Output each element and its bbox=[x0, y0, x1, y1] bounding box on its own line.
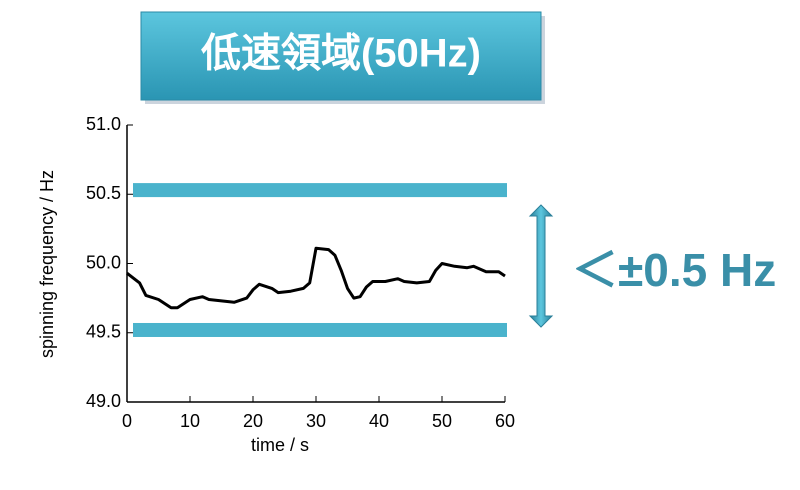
x-tick-label: 60 bbox=[495, 411, 515, 431]
range-arrow bbox=[528, 204, 554, 328]
x-tick-label: 10 bbox=[180, 411, 200, 431]
y-tick-label: 49.5 bbox=[86, 322, 121, 342]
title-box bbox=[140, 11, 542, 101]
y-tick-label: 51.0 bbox=[86, 114, 121, 134]
y-tick-label: 50.5 bbox=[86, 183, 121, 203]
y-axis-label: spinning frequency / Hz bbox=[37, 170, 57, 358]
x-axis-label: time / s bbox=[251, 435, 309, 455]
plot-area: 49.0 49.5 50.0 50.5 51.0 0 10 20 30 40 50 60 bbox=[86, 114, 515, 431]
data-line bbox=[126, 246, 506, 310]
x-tick-label: 50 bbox=[432, 411, 452, 431]
limit-band bbox=[133, 322, 507, 337]
y-tick-label: 50.0 bbox=[86, 252, 121, 272]
x-tick-label: 30 bbox=[306, 411, 326, 431]
x-tick-label: 20 bbox=[243, 411, 263, 431]
y-tick-label: 49.0 bbox=[86, 391, 121, 411]
chart-title: 低速領域(50Hz) bbox=[201, 31, 481, 76]
x-tick-label: 40 bbox=[369, 411, 389, 431]
annotation: ＜±0.5 Hz bbox=[572, 244, 776, 296]
limit-band bbox=[133, 183, 507, 198]
x-tick-label: 0 bbox=[122, 411, 132, 431]
